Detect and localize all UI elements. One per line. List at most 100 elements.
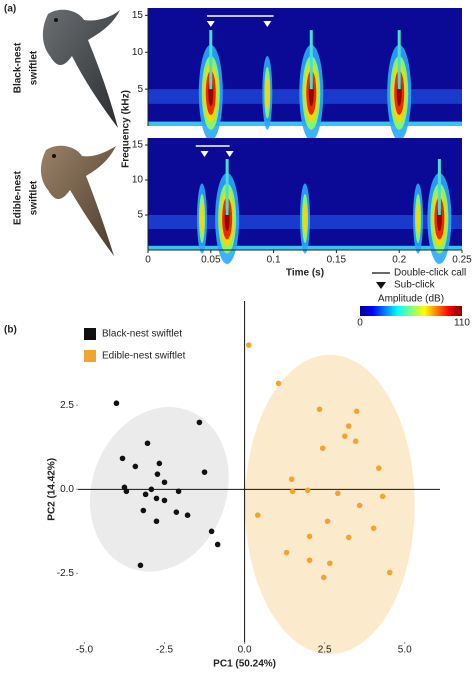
pulse-stem [437, 159, 441, 215]
point [208, 528, 215, 535]
confidence-ellipse [244, 354, 415, 655]
legend-marker-symbol [376, 282, 386, 289]
pulse [200, 203, 205, 234]
species-label: Black-nest [13, 42, 24, 93]
legend-swatch [84, 350, 96, 362]
point [386, 569, 393, 576]
point [175, 488, 182, 495]
y-tick-label: 10 [132, 175, 144, 186]
y-tick-label: 5 [137, 210, 143, 221]
x-tick-label: 0.05 [201, 255, 221, 266]
point [320, 574, 327, 581]
colorbar-tick-label: 110 [454, 318, 470, 329]
point [345, 423, 352, 429]
point [113, 400, 120, 407]
point [283, 549, 290, 556]
point [137, 562, 144, 569]
point [173, 509, 180, 515]
x-tick-label: -5.0 [76, 645, 94, 656]
y-tick-label: -2.5 [57, 568, 75, 579]
point [254, 512, 261, 519]
edible-nest-bird [40, 145, 116, 256]
point [335, 490, 341, 497]
x-tick-label: 0.25 [452, 255, 472, 266]
pulse [265, 76, 270, 110]
point [379, 493, 386, 500]
legend-label: Double-click call [394, 268, 466, 279]
point [161, 479, 168, 486]
legend-label: Sub-click [394, 280, 436, 291]
point [342, 433, 348, 439]
y-tick-label: 15 [132, 10, 144, 21]
point [214, 541, 221, 548]
point [288, 476, 295, 483]
point [275, 380, 282, 387]
point [132, 463, 139, 470]
point [345, 534, 352, 541]
pulse-stem [209, 30, 213, 90]
point [201, 469, 208, 475]
y-axis-title: Frequency (kHz) [121, 90, 132, 168]
point [184, 512, 191, 519]
point [245, 342, 252, 348]
point [161, 497, 168, 504]
point [142, 491, 149, 498]
legend-label: Edible-nest swiftlet [102, 351, 186, 362]
point [148, 486, 155, 493]
x-tick-label: 2.5 [318, 645, 332, 656]
point [153, 495, 160, 502]
x-tick-label: -2.5 [156, 645, 174, 656]
point [376, 465, 382, 471]
species-label: swiftlet [29, 50, 40, 85]
colorbar-title: Amplitude (dB) [378, 294, 444, 305]
panel-label: (a) [4, 4, 16, 15]
species-label: Edible-nest [13, 170, 24, 225]
x-tick-label: 0 [145, 255, 151, 266]
point [319, 445, 326, 452]
point [352, 438, 359, 445]
point [306, 533, 313, 540]
pulse [303, 203, 307, 234]
point [316, 406, 323, 413]
y-tick-label: 10 [132, 47, 144, 58]
y-tick-label: 2.5 [60, 400, 74, 411]
y-tick-label: 0.0 [60, 484, 74, 495]
pulse-stem [225, 159, 229, 215]
point [196, 419, 203, 426]
pulse-stem [309, 30, 313, 90]
point [306, 557, 313, 564]
colorbar-tick-label: 0 [357, 318, 363, 329]
sub-click-marker [206, 21, 215, 27]
x-tick-label: 5.0 [398, 645, 412, 656]
x-axis-title: Time (s) [286, 268, 324, 279]
pulse-stem [397, 30, 401, 90]
point [326, 560, 333, 567]
point [370, 525, 377, 532]
point [144, 440, 151, 447]
legend-label: Black-nest swiftlet [102, 329, 182, 340]
point [156, 460, 163, 467]
point [356, 502, 363, 509]
point [324, 518, 331, 525]
colorbar [360, 306, 462, 316]
x-tick-label: 0.1 [267, 255, 281, 266]
y-tick-label: 15 [132, 140, 144, 151]
point [304, 487, 311, 494]
point [153, 518, 160, 525]
point [353, 408, 360, 415]
sub-click-marker [200, 151, 209, 157]
sub-click-marker [225, 151, 234, 157]
legend-swatch [84, 328, 96, 340]
panel-label: (b) [4, 325, 17, 336]
black-nest-bird [42, 9, 120, 129]
x-tick-label: 0.15 [327, 255, 347, 266]
point [289, 488, 296, 495]
pulse [416, 203, 421, 234]
species-label: swiftlet [29, 180, 40, 215]
x-tick-label: 0.0 [238, 645, 252, 656]
point [140, 507, 147, 514]
point [119, 455, 126, 462]
y-tick-label: 5 [137, 84, 143, 95]
sub-click-marker [263, 21, 272, 27]
